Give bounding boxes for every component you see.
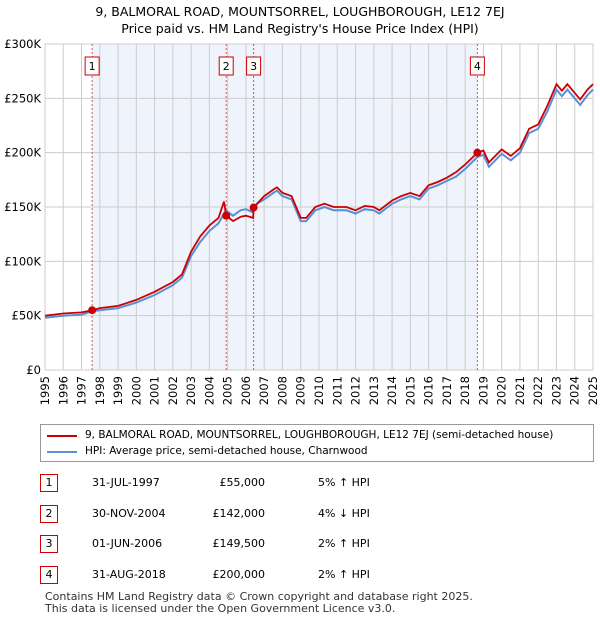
legend-label-hpi: HPI: Average price, semi-detached house,… [85,445,368,457]
x-tick-label: 1999 [111,376,125,405]
y-tick-label: £100K [4,254,41,268]
x-tick-label: 2015 [403,376,417,405]
hpi-series-line [44,87,594,319]
x-tick-label: 2006 [239,376,253,405]
x-tick-label: 2016 [422,376,436,405]
legend-swatch-property [47,434,77,437]
x-tick-label: 1995 [38,376,52,405]
chart-title: 9, BALMORAL ROAD, MOUNTSORREL, LOUGHBORO… [95,4,505,19]
transaction-date: 31-AUG-2018 [92,567,166,581]
plot-frame [44,43,594,371]
footer-copyright: Contains HM Land Registry data © Crown c… [45,590,473,603]
sale-label: 4 [474,60,481,73]
transaction-price: £142,000 [212,506,266,520]
y-tick-label: £150K [4,200,41,214]
transaction-date: 01-JUN-2006 [92,537,163,550]
x-tick-label: 1998 [93,376,107,405]
transaction-hpi-diff: 5% ↑ HPI [318,476,370,489]
x-tick-label: 2020 [495,376,509,405]
sale-label-box [84,56,100,76]
x-tick-label: 2022 [531,376,545,405]
x-tick-label: 2010 [312,376,326,405]
sale-point [473,148,482,157]
x-tick-label: 2024 [568,376,582,405]
sale-point [88,306,97,315]
x-tick-label: 2014 [385,376,399,405]
sale-point [249,203,258,212]
x-tick-label: 2002 [166,376,180,405]
x-tick-label: 2017 [440,376,454,405]
footer-licence: This data is licensed under the Open Gov… [45,602,396,615]
x-tick-label: 1997 [75,376,89,405]
y-tick-label: £0 [26,363,41,377]
legend-item-hpi: HPI: Average price, semi-detached house,… [47,445,368,458]
legend-item-property: 9, BALMORAL ROAD, MOUNTSORREL, LOUGHBORO… [47,429,553,442]
sale-label: 3 [250,60,257,73]
y-tick-label: £250K [4,91,41,105]
transaction-row: 4 31-AUG-2018 £200,000 2% ↑ HPI [40,565,440,586]
chart-subtitle: Price paid vs. HM Land Registry's House … [121,21,479,36]
x-tick-label: 2021 [513,376,527,405]
transaction-number: 1 [40,474,58,492]
transaction-row: 1 31-JUL-1997 £55,000 5% ↑ HPI [40,474,440,494]
sale-label: 2 [223,60,230,73]
y-tick-label: £300K [4,37,41,51]
y-tick-label: £50K [12,309,42,323]
transaction-number: 4 [40,565,58,584]
transaction-date: 31-JUL-1997 [92,476,160,489]
x-tick-label: 2013 [367,376,381,405]
x-tick-label: 2007 [257,376,271,405]
legend: 9, BALMORAL ROAD, MOUNTSORREL, LOUGHBORO… [40,424,594,462]
transaction-hpi-diff: 2% ↑ HPI [318,537,370,550]
transaction-number: 3 [40,535,58,553]
transaction-hpi-diff: 4% ↓ HPI [318,506,370,520]
x-tick-label: 2025 [586,376,600,405]
x-tick-label: 2011 [330,376,344,405]
transaction-price: £200,000 [212,567,266,581]
transaction-hpi-diff: 2% ↑ HPI [318,567,370,581]
transaction-row: 3 01-JUN-2006 £149,500 2% ↑ HPI [40,535,440,555]
x-tick-label: 2019 [476,376,490,405]
legend-label-property: 9, BALMORAL ROAD, MOUNTSORREL, LOUGHBORO… [85,429,554,441]
x-tick-label: 2005 [221,376,235,405]
x-tick-label: 1996 [56,376,70,405]
legend-swatch-hpi [47,450,77,453]
transaction-row: 2 30-NOV-2004 £142,000 4% ↓ HPI [40,504,440,525]
sale-label-box [469,56,485,76]
sale-point [222,211,231,220]
x-tick-label: 2018 [458,376,472,405]
property-series-line [44,82,594,317]
x-tick-label: 2023 [549,376,563,405]
x-tick-label: 2001 [148,376,162,405]
transaction-price: £55,000 [219,476,266,489]
x-tick-label: 2004 [202,376,216,405]
transaction-price: £149,500 [212,537,266,550]
x-tick-label: 2012 [349,376,363,405]
x-tick-label: 2000 [129,376,143,405]
transaction-date: 30-NOV-2004 [92,506,166,520]
sale-label-box [218,56,234,76]
x-tick-label: 2003 [184,376,198,405]
sale-label: 1 [89,60,96,73]
price-chart: 1995 1996 1997 1998 1999 2000 2001 2002 2003 2004… [4,37,600,405]
x-tick-label: 2009 [294,376,308,405]
y-tick-label: £200K [4,146,41,160]
sale-label-box [246,56,262,76]
x-tick-label: 2008 [275,376,289,405]
transaction-number: 2 [40,504,58,523]
